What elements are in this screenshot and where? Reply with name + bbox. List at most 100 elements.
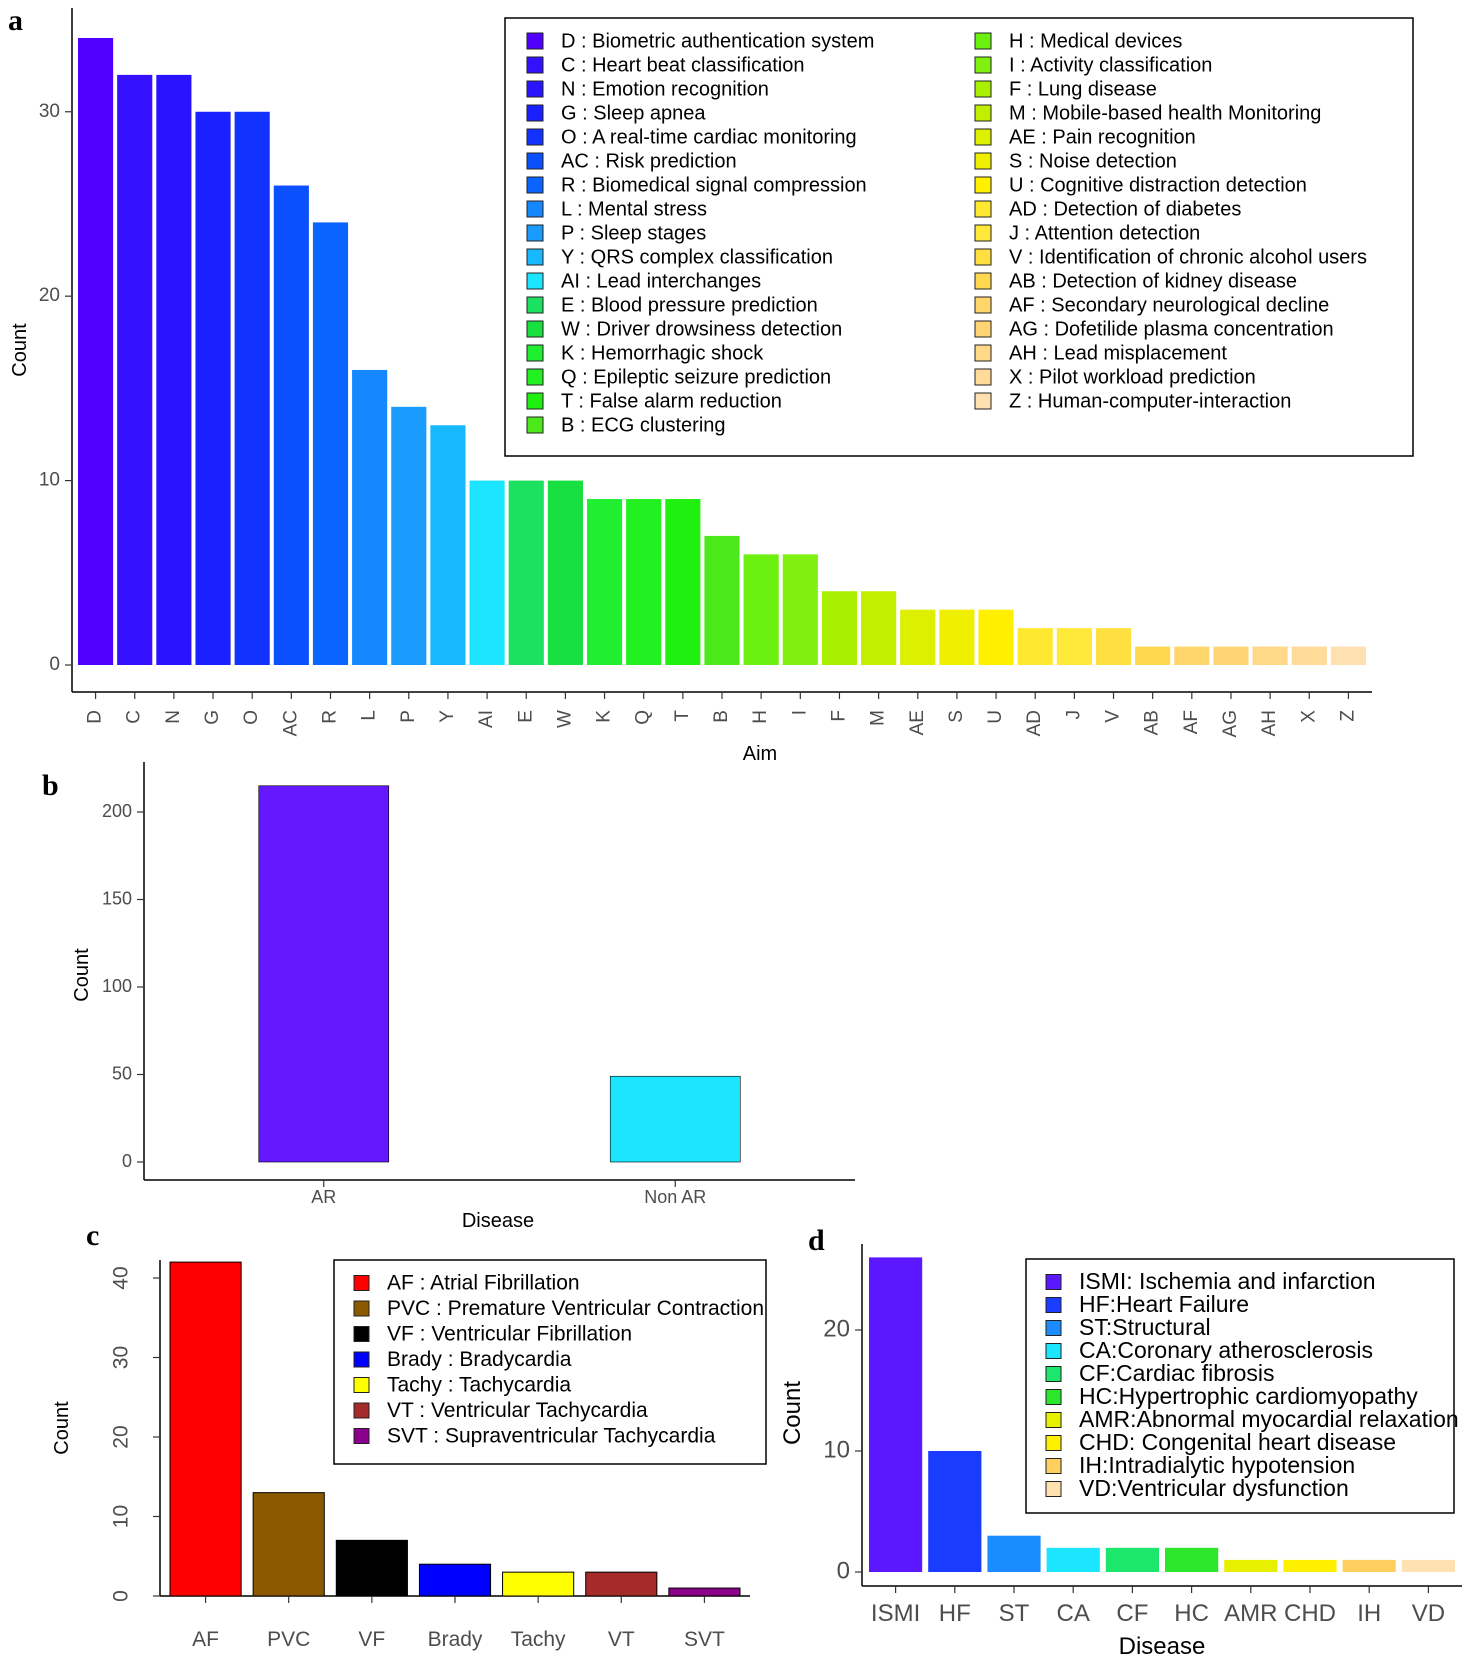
x-tick-label: CA xyxy=(1057,1600,1090,1627)
legend-item-label: IH:Intradialytic hypotension xyxy=(1079,1452,1355,1478)
legend-item-label: P : Sleep stages xyxy=(561,222,706,244)
bar-d xyxy=(78,38,114,665)
legend-item-label: Q : Epileptic seizure prediction xyxy=(561,366,831,388)
y-tick-label: 10 xyxy=(110,1505,133,1528)
y-tick-label: 0 xyxy=(122,1151,132,1171)
y-axis-title: Count xyxy=(779,1381,806,1445)
x-tick-label: Y xyxy=(437,710,458,723)
bar-svt xyxy=(668,1587,741,1597)
x-tick-label: I xyxy=(789,710,810,715)
legend-swatch xyxy=(526,32,544,50)
legend-swatch xyxy=(974,248,992,266)
x-axis-title: Disease xyxy=(1119,1633,1206,1660)
legend-item-label: W : Driver drowsiness detection xyxy=(561,318,842,340)
bar-chd xyxy=(1283,1559,1337,1572)
legend-swatch xyxy=(974,344,992,362)
legend-item-label: SVT : Supraventricular Tachycardia xyxy=(387,1425,716,1448)
legend-item-label: H : Medical devices xyxy=(1009,30,1182,52)
legend-item-label: U : Cognitive distraction detection xyxy=(1009,174,1307,196)
x-tick-label: X xyxy=(1298,710,1319,723)
bar-ar xyxy=(258,785,390,1163)
x-tick-label: AG xyxy=(1220,710,1241,737)
x-tick-label: U xyxy=(985,710,1006,724)
x-tick-label: PVC xyxy=(267,1628,310,1651)
x-tick-label: AF xyxy=(1181,710,1202,734)
x-tick-label: IH xyxy=(1357,1600,1381,1627)
legend-item-label: AMR:Abnormal myocardial relaxation xyxy=(1079,1406,1459,1432)
x-tick-label: Q xyxy=(633,710,654,725)
legend-item-label: HF:Heart Failure xyxy=(1079,1291,1249,1317)
bar-non ar xyxy=(609,1075,741,1163)
legend-item-label: Z : Human-computer-interaction xyxy=(1009,390,1291,412)
panel-b: b 0 50 100 150 200 AR Non AR Count Disease xyxy=(42,762,855,1232)
x-tick-label: R xyxy=(320,710,341,724)
y-tick-label: 100 xyxy=(102,976,132,996)
x-tick-label: T xyxy=(672,710,693,722)
legend-swatch xyxy=(1045,1435,1062,1451)
y-tick-label: 10 xyxy=(39,470,60,491)
bar-hf xyxy=(928,1451,982,1572)
bar-v xyxy=(1095,628,1132,665)
bar-r xyxy=(312,222,349,666)
legend-item-label: X : Pilot workload prediction xyxy=(1009,366,1256,388)
x-tick-label: L xyxy=(359,710,380,721)
bar-ae xyxy=(900,609,936,665)
legend-swatch xyxy=(353,1428,370,1444)
legend-swatch xyxy=(353,1300,370,1317)
legend-swatch xyxy=(526,104,544,122)
x-tick-label: Brady xyxy=(428,1628,483,1651)
legend-swatch xyxy=(353,1377,370,1393)
legend-swatch xyxy=(974,152,992,170)
bar-u xyxy=(978,609,1014,665)
bar-cf xyxy=(1105,1547,1159,1572)
bar-i xyxy=(782,554,818,665)
panel-c: c 0 10 20 30 40 AF PVC VF Brady Tachy VT SVT Count AF… xyxy=(51,1219,767,1651)
legend-box xyxy=(1025,1258,1455,1514)
x-tick-label: P xyxy=(398,710,419,723)
x-tick-label: Non AR xyxy=(644,1187,706,1207)
bar-vf xyxy=(335,1539,408,1597)
legend-item-label: AF : Atrial Fibrillation xyxy=(387,1272,580,1295)
legend-swatch xyxy=(1045,1297,1062,1313)
legend-item-label: AE : Pain recognition xyxy=(1009,126,1196,148)
bar-ah xyxy=(1252,646,1288,665)
legend-swatch xyxy=(353,1275,370,1291)
bar-n xyxy=(156,74,192,666)
y-axis-title: Count xyxy=(71,948,93,1002)
x-tick-label: ST xyxy=(999,1600,1030,1627)
legend-swatch xyxy=(526,320,544,338)
legend-item-label: AH : Lead misplacement xyxy=(1009,342,1227,364)
bar-x xyxy=(1291,646,1327,665)
bar-h xyxy=(743,554,779,665)
legend-item-label: O : A real-time cardiac monitoring xyxy=(561,126,857,148)
legend-item-label: CHD: Congenital heart disease xyxy=(1079,1429,1396,1455)
bar-ca xyxy=(1046,1547,1100,1572)
x-tick-label: HF xyxy=(939,1600,971,1627)
x-tick-label: Tachy xyxy=(511,1628,566,1651)
x-tick-label: V xyxy=(1103,710,1124,723)
legend-swatch xyxy=(974,392,992,410)
bar-j xyxy=(1056,628,1092,665)
x-tick-label: VD xyxy=(1412,1600,1445,1627)
x-tick-label: B xyxy=(711,710,732,723)
bar-vt xyxy=(585,1571,658,1597)
legend-item-label: Tachy : Tachycardia xyxy=(387,1374,571,1397)
panel-letter-d: d xyxy=(808,1224,825,1257)
x-tick-label: H xyxy=(750,710,771,724)
legend-item-label: AB : Detection of kidney disease xyxy=(1009,270,1297,292)
legend-swatch xyxy=(1045,1389,1062,1405)
legend-item-label: Y : QRS complex classification xyxy=(561,246,833,268)
bar-y xyxy=(430,425,466,665)
bar-g xyxy=(195,111,231,665)
bar-ad xyxy=(1017,628,1053,665)
legend-item-label: AC : Risk prediction xyxy=(561,150,737,172)
x-tick-label: O xyxy=(241,710,262,725)
y-tick-label: 20 xyxy=(39,285,60,306)
x-tick-label: S xyxy=(946,710,967,723)
legend-swatch xyxy=(1045,1343,1062,1359)
legend-swatch xyxy=(526,416,544,434)
bar-ismi xyxy=(869,1257,923,1572)
x-tick-label: AC xyxy=(280,710,301,736)
x-tick-label: AB xyxy=(1142,710,1163,735)
